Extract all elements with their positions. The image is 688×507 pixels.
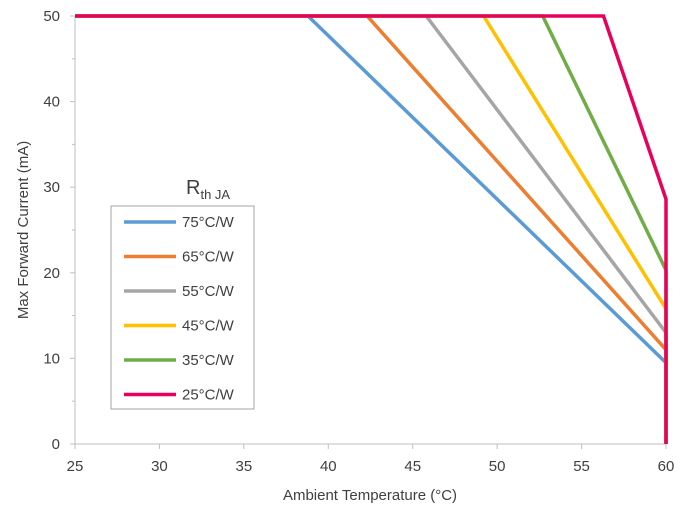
y-tick-label: 0 <box>52 436 60 453</box>
legend-entries: 75°C/W 65°C/W 55°C/W 45°C/W 35°C/W 25°C/W <box>124 214 235 404</box>
series-line-25cw <box>75 14 668 444</box>
legend: Rth JA 75°C/W 65°C/W 55°C/W 45°C/W 35°C/W 25°… <box>110 177 255 410</box>
legend-box <box>110 205 255 410</box>
x-axis-title: Ambient Temperature (°C) <box>283 487 457 504</box>
x-tick-label: 45 <box>404 458 421 475</box>
legend-label: 55°C/W <box>182 283 235 300</box>
x-tick-label: 60 <box>658 458 675 475</box>
legend-label: 35°C/W <box>182 352 235 369</box>
x-tick-label: 25 <box>67 458 84 475</box>
series-lines <box>75 14 668 444</box>
y-tick-label: 50 <box>43 8 60 25</box>
y-tick-label: 30 <box>43 179 60 196</box>
y-tick-label: 20 <box>43 265 60 282</box>
y-ticks: 0 10 20 30 40 50 <box>43 8 75 453</box>
legend-title-sub: th JA <box>200 187 230 202</box>
legend-label: 45°C/W <box>182 318 235 335</box>
x-tick-label: 35 <box>236 458 253 475</box>
y-tick-label: 10 <box>43 350 60 367</box>
legend-label: 75°C/W <box>182 214 235 231</box>
x-ticks: 25 30 35 40 45 50 55 60 <box>67 444 675 475</box>
x-tick-label: 50 <box>489 458 506 475</box>
x-tick-label: 30 <box>151 458 168 475</box>
y-axis-title: Max Forward Current (mA) <box>15 141 32 319</box>
legend-title-main: R <box>186 177 200 199</box>
legend-title: Rth JA <box>186 177 230 202</box>
y-tick-label: 40 <box>43 94 60 111</box>
legend-label: 25°C/W <box>182 387 235 404</box>
x-tick-label: 55 <box>573 458 590 475</box>
x-tick-label: 40 <box>320 458 337 475</box>
legend-label: 65°C/W <box>182 249 235 266</box>
